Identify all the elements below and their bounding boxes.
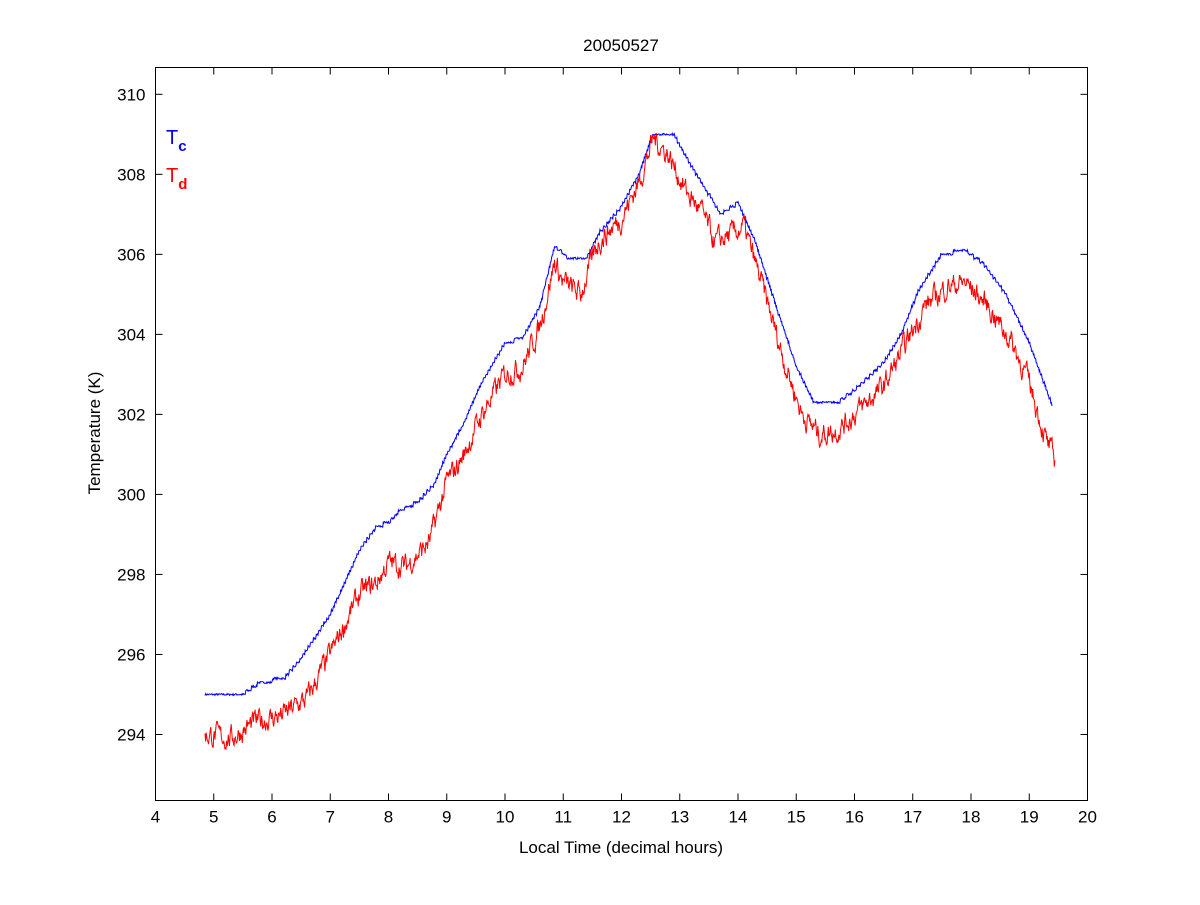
y-tick-label: 310 xyxy=(117,85,145,104)
y-tick-label: 302 xyxy=(117,405,145,424)
series-line-td xyxy=(204,133,1056,750)
x-tick-label: 18 xyxy=(962,808,981,827)
x-tick-label: 10 xyxy=(496,808,515,827)
x-tick-label: 9 xyxy=(442,808,451,827)
y-tick-label: 306 xyxy=(117,245,145,264)
x-tick-label: 11 xyxy=(554,808,572,827)
legend-tc: Tc xyxy=(166,127,187,155)
y-tick-label: 298 xyxy=(117,565,145,584)
series-lines xyxy=(204,131,1056,750)
x-tick-label: 5 xyxy=(209,808,218,827)
x-tick-label: 13 xyxy=(670,808,689,827)
axis-ticks: 4 5 6 7 8 9 10 11 12 13 14 15 16 17 18 19 20 294 296 298 300… xyxy=(117,67,1097,827)
plot-frame xyxy=(155,67,1088,801)
y-tick-label: 300 xyxy=(117,485,145,504)
legend-td: Td xyxy=(166,165,187,193)
y-axis-label: Temperature (K) xyxy=(85,372,104,495)
x-axis-label: Local Time (decimal hours) xyxy=(519,838,723,857)
series-line-tc xyxy=(204,131,1053,697)
x-tick-label: 14 xyxy=(729,808,748,827)
y-tick-label: 308 xyxy=(117,165,145,184)
x-tick-label: 12 xyxy=(612,808,631,827)
legend: Tc Td xyxy=(166,127,187,193)
x-tick-label: 19 xyxy=(1020,808,1039,827)
x-tick-label: 7 xyxy=(326,808,335,827)
x-tick-label: 4 xyxy=(151,808,160,827)
x-tick-label: 17 xyxy=(903,808,922,827)
x-tick-label: 16 xyxy=(845,808,864,827)
x-tick-label: 6 xyxy=(267,808,276,827)
chart-title: 20050527 xyxy=(583,36,659,55)
y-tick-label: 294 xyxy=(117,725,145,744)
y-tick-label: 296 xyxy=(117,645,145,664)
x-tick-label: 8 xyxy=(384,808,393,827)
y-tick-label: 304 xyxy=(117,325,145,344)
x-tick-label: 20 xyxy=(1078,808,1097,827)
x-tick-label: 15 xyxy=(787,808,806,827)
